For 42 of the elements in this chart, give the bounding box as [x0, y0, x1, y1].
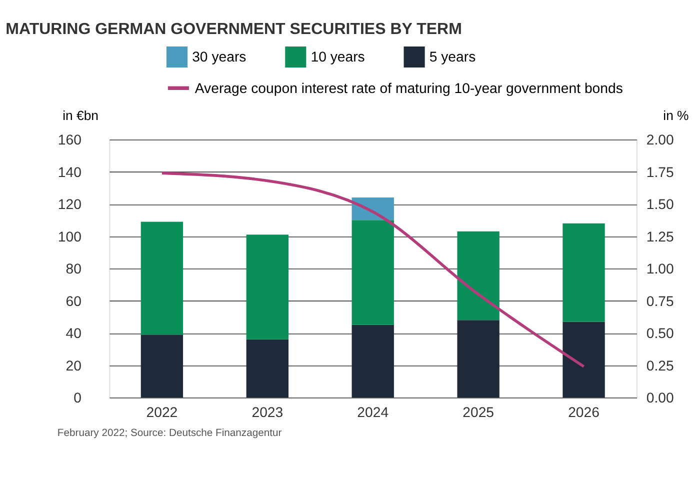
- bar: [140, 222, 184, 335]
- x-tick-label: 2025: [462, 404, 494, 420]
- y-tick-label: 40: [66, 325, 82, 342]
- y2-tick-label: 1.75: [646, 164, 674, 180]
- y2-tick-label: 1.00: [646, 260, 674, 277]
- bar: [352, 324, 394, 398]
- text: February 2022; Source: Deutsche Finanzagentur: [57, 428, 282, 440]
- y-tick-label: 0: [74, 390, 82, 406]
- bar: [457, 231, 500, 320]
- legend-label: 5 years: [429, 48, 476, 65]
- y-tick-label: 160: [58, 132, 82, 148]
- y-tick-label: 80: [66, 260, 82, 277]
- x-tick-label: 2023: [252, 404, 284, 420]
- y-tick-label: 60: [66, 292, 82, 309]
- y-tick-label: 140: [58, 164, 82, 180]
- y-tick-label: 120: [58, 196, 82, 212]
- bar: [246, 234, 288, 340]
- legend-label: 10 years: [310, 48, 365, 65]
- y2-tick-label: 0.25: [646, 357, 674, 374]
- chart-title: MATURING GERMAN GOVERNMENT SECURITIES BY TERM: [6, 21, 462, 38]
- bar: [140, 334, 184, 398]
- bar: [457, 320, 500, 398]
- y2-tick-label: 1.50: [646, 196, 674, 212]
- line-series: [160, 172, 586, 368]
- bar: [562, 322, 605, 398]
- y2-tick-label: 1.25: [646, 228, 674, 244]
- legend-label: 30 years: [192, 48, 246, 65]
- x-tick-label: 2026: [568, 404, 600, 420]
- y2-tick-label: 0.50: [646, 325, 674, 342]
- y2-axis-title: in %: [663, 108, 690, 124]
- x-tick-label: 2024: [357, 404, 389, 420]
- y-tick-label: 20: [66, 357, 82, 374]
- bar: [562, 223, 605, 322]
- legend-label: Average coupon interest rate of maturing 10-year government bonds: [194, 80, 623, 96]
- y2-tick-label: 0.75: [646, 292, 674, 309]
- x-tick-label: 2022: [146, 404, 178, 420]
- y2-tick-label: 0.00: [646, 390, 674, 406]
- bar: [352, 220, 394, 325]
- bar: [246, 339, 288, 398]
- y-axis-title: in €bn: [62, 108, 99, 124]
- y-tick-label: 100: [58, 228, 82, 244]
- y2-tick-label: 2.00: [646, 132, 674, 148]
